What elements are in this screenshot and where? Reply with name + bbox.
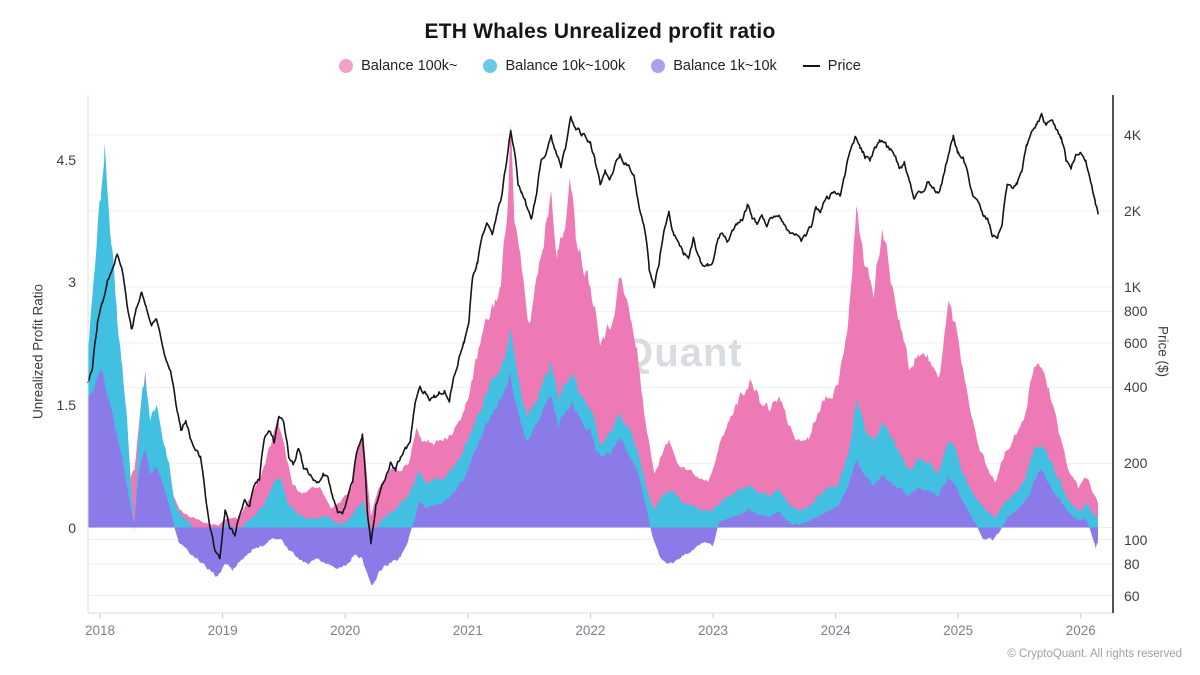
right-axis-tick-label: 1K	[1124, 279, 1142, 295]
series-area-balance-1k-10k	[87, 368, 1098, 585]
chart-title: ETH Whales Unrealized profit ratio	[424, 20, 776, 43]
right-axis-tick-label: 60	[1124, 587, 1140, 604]
left-axis-tick-label: 4.5	[56, 151, 76, 168]
axes-layer	[87, 95, 1114, 618]
x-axis-tick-label: 2026	[1065, 623, 1096, 638]
right-axis-tick-label: 2K	[1124, 202, 1142, 219]
x-axis-tick-label: 2018	[84, 623, 116, 638]
left-axis-tick-label: 3	[68, 274, 76, 291]
legend-label: Price	[827, 58, 861, 74]
right-axis-tick-label: 100	[1124, 531, 1148, 548]
x-axis-tick-label: 2023	[697, 623, 729, 638]
left-axis-tick-label: 0	[68, 519, 76, 536]
x-axis-tick-label: 2021	[452, 623, 483, 638]
legend-item-balance-1k-10k[interactable]: Balance 1k~10k	[651, 58, 777, 74]
series-line-price	[86, 112, 1099, 560]
series-area-balance-100k	[87, 124, 1098, 528]
legend-item-balance-100k[interactable]: Balance 100k~	[339, 58, 457, 74]
legend: Balance 100k~ Balance 10k~100k Balance 1k~…	[0, 58, 1200, 74]
legend-label: Balance 1k~10k	[673, 58, 777, 74]
left-axis-tick-label: 1.5	[56, 396, 76, 413]
legend-item-price[interactable]: Price	[802, 58, 861, 74]
legend-dot-icon	[483, 59, 498, 73]
x-axis-tick-label: 2024	[820, 623, 851, 638]
x-axis-tick-label: 2022	[575, 623, 606, 638]
copyright-note: © CryptoQuant. All rights reserved	[1007, 648, 1182, 660]
right-axis-tick-label: 600	[1124, 335, 1148, 352]
legend-item-balance-10k-100k[interactable]: Balance 10k~100k	[483, 58, 625, 74]
x-axis-tick-label: 2019	[207, 623, 238, 638]
right-axis-tick-label: 200	[1124, 455, 1148, 472]
left-axis-title: Unrealized Profit Ratio	[30, 283, 46, 420]
legend-dot-icon	[339, 59, 354, 73]
right-axis-tick-label: 4K	[1124, 126, 1142, 143]
x-axis-tick-label: 2020	[330, 623, 361, 638]
legend-label: Balance 10k~100k	[505, 58, 626, 74]
legend-dot-icon	[651, 59, 666, 73]
price-line-swatch-icon	[802, 64, 820, 68]
right-axis-tick-label: 800	[1124, 303, 1148, 320]
series-layer	[86, 112, 1099, 585]
right-axis-tick-label: 80	[1124, 555, 1140, 572]
legend-label: Balance 100k~	[361, 58, 458, 74]
x-axis-tick-label: 2025	[943, 623, 974, 638]
right-axis-title: Price ($)	[1155, 325, 1171, 377]
right-axis-tick-label: 400	[1124, 379, 1148, 396]
